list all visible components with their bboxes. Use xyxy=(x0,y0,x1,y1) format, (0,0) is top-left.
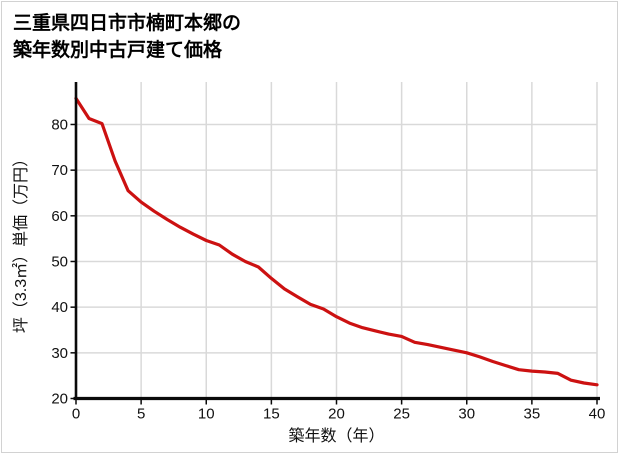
price-line xyxy=(74,96,599,387)
x-tick-label: 35 xyxy=(524,406,541,423)
chart-card: 三重県四日市市楠町本郷の 築年数別中古戸建て価格 0 5 10 15 20 25 30 35 4… xyxy=(1,1,618,453)
y-tick-label: 40 xyxy=(51,299,68,316)
y-axis-label: 坪（3.3㎡）単価（万円） xyxy=(13,150,30,334)
y-tick-label: 20 xyxy=(51,391,68,408)
chart-title: 三重県四日市市楠町本郷の 築年数別中古戸建て価格 xyxy=(13,10,241,64)
x-tick-label: 0 xyxy=(72,406,80,423)
x-tick-label: 10 xyxy=(198,406,215,423)
x-tick-label: 40 xyxy=(589,406,606,423)
y-tick-label: 80 xyxy=(51,116,68,133)
x-tick-label: 5 xyxy=(137,406,145,423)
x-tick-label: 30 xyxy=(458,406,475,423)
y-tick-label: 70 xyxy=(51,162,68,179)
chart-title-line2: 築年数別中古戸建て価格 xyxy=(13,40,223,61)
chart-title-line1: 三重県四日市市楠町本郷の xyxy=(13,13,242,34)
x-tick-label: 25 xyxy=(393,406,410,423)
x-axis-label: 築年数（年） xyxy=(288,428,385,445)
x-tick-label: 20 xyxy=(328,406,345,423)
y-tick-label: 60 xyxy=(51,208,68,225)
x-tick-label: 15 xyxy=(263,406,280,423)
y-tick-label: 50 xyxy=(51,253,68,270)
y-tick-label: 30 xyxy=(51,345,68,362)
